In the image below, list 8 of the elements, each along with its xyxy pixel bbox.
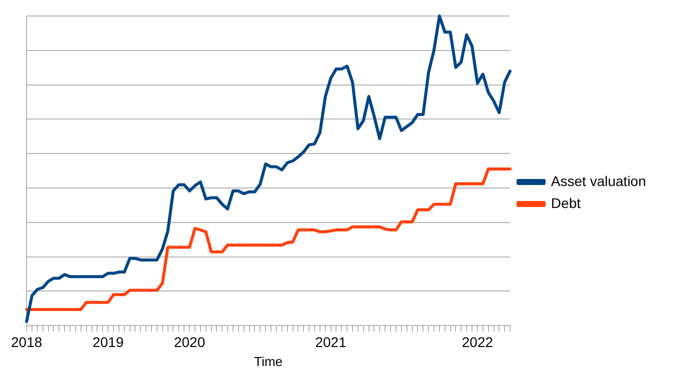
legend-label: Debt <box>551 194 581 211</box>
x-tick-label: 2018 <box>10 334 42 350</box>
legend-label: Asset valuation <box>551 172 646 189</box>
x-axis-title: Time <box>254 354 283 369</box>
x-tick-label: 2022 <box>462 334 494 350</box>
x-tick-label: 2020 <box>174 334 206 350</box>
x-tick-label: 2021 <box>315 334 347 350</box>
x-tick-label: 2019 <box>92 334 124 350</box>
